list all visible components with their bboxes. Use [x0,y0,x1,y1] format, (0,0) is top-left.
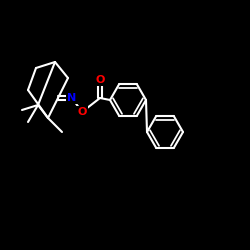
Text: O: O [95,75,105,85]
Text: N: N [68,93,76,103]
Text: O: O [77,107,87,117]
